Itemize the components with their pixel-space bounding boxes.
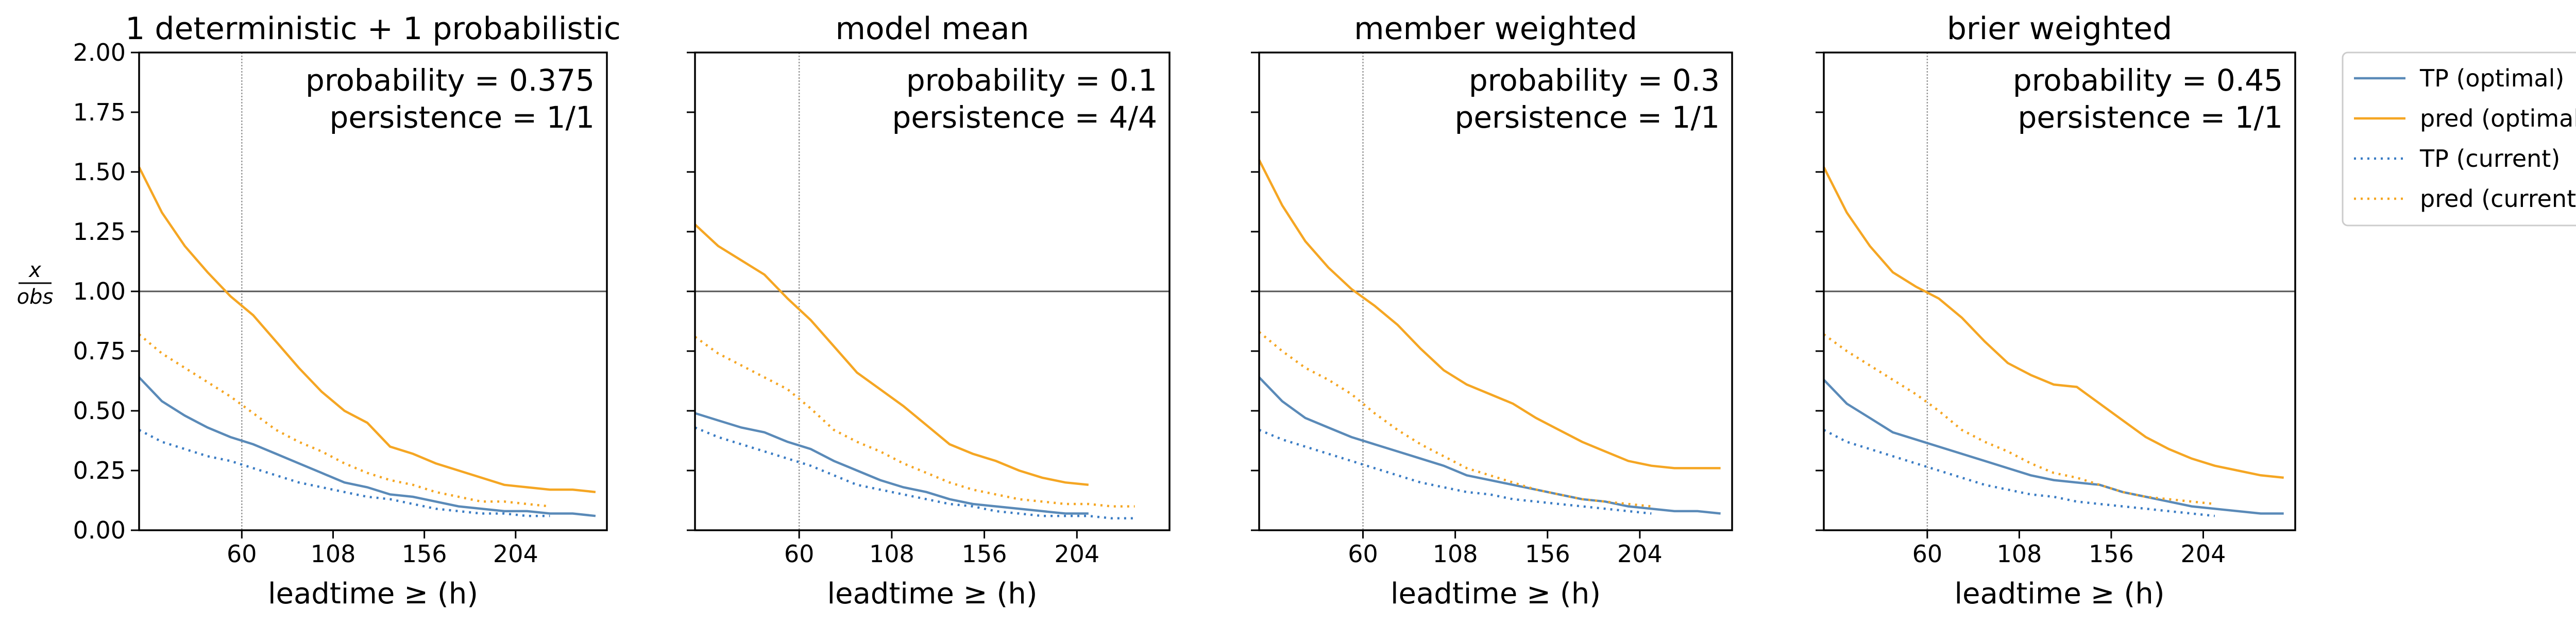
y-tick-label: 1.25: [73, 218, 126, 246]
x-axis-label: leadtime ≥ (h): [268, 577, 478, 611]
series-line: [1258, 376, 1721, 515]
x-tick-label: 108: [311, 540, 356, 568]
x-tick-label: 156: [2089, 540, 2134, 568]
annotation: probability = 0.375: [306, 63, 595, 98]
chart-title: model mean: [835, 11, 1029, 47]
y-tick-label: 0.50: [73, 397, 126, 425]
annotation: persistence = 1/1: [330, 100, 595, 135]
y-tick-label: 2.00: [73, 39, 126, 66]
x-tick-label: 204: [493, 540, 538, 568]
annotation: persistence = 4/4: [892, 100, 1157, 135]
x-tick-label: 156: [1525, 540, 1570, 568]
x-tick-label: 60: [1348, 540, 1378, 568]
chart-title: brier weighted: [1947, 11, 2172, 47]
y-tick-label: 0.75: [73, 337, 126, 365]
x-tick-label: 60: [784, 540, 815, 568]
x-tick-label: 108: [1996, 540, 2042, 568]
series-line: [138, 166, 596, 494]
series-line: [1823, 379, 2284, 515]
x-axis-label: leadtime ≥ (h): [1954, 577, 2164, 611]
annotation: probability = 0.45: [2013, 63, 2283, 98]
annotation: persistence = 1/1: [1455, 100, 1720, 135]
x-tick-label: 108: [869, 540, 914, 568]
y-tick-label: 1.00: [73, 277, 126, 305]
chart-title: member weighted: [1354, 11, 1637, 47]
chart-title: 1 deterministic + 1 probabilistic: [125, 11, 621, 47]
y-tick-label: 1.50: [73, 158, 126, 186]
x-tick-label: 156: [962, 540, 1007, 568]
legend-label: TP (optimal): [2419, 64, 2564, 92]
x-tick-label: 60: [1912, 540, 1943, 568]
y-axis-label-denominator: obs: [17, 285, 54, 309]
annotation: probability = 0.3: [1469, 63, 1720, 98]
series-line: [694, 412, 1089, 515]
x-tick-label: 108: [1433, 540, 1478, 568]
x-axis-label: leadtime ≥ (h): [827, 577, 1037, 611]
legend-label: pred (optimal): [2420, 105, 2576, 132]
series-line: [694, 336, 1135, 508]
y-tick-label: 1.75: [73, 98, 126, 126]
series-line: [138, 376, 596, 517]
x-tick-label: 204: [2181, 540, 2226, 568]
series-line: [1822, 166, 2284, 479]
x-axis-label: leadtime ≥ (h): [1391, 577, 1601, 611]
series-line: [1823, 333, 2215, 506]
annotation: probability = 0.1: [906, 63, 1157, 98]
y-tick-label: 0.25: [73, 457, 126, 484]
series-line: [138, 429, 550, 517]
x-tick-label: 156: [402, 540, 447, 568]
x-tick-label: 204: [1617, 540, 1663, 568]
legend-label: pred (current): [2420, 185, 2576, 213]
x-tick-label: 60: [227, 540, 257, 568]
series-line: [1258, 159, 1721, 470]
series-line: [694, 223, 1089, 486]
legend-label: TP (current): [2419, 145, 2560, 172]
x-tick-label: 204: [1054, 540, 1099, 568]
series-line: [1258, 331, 1652, 508]
annotation: persistence = 1/1: [2018, 100, 2283, 135]
legend-box: [2342, 51, 2576, 227]
y-axis-label-numerator: x: [28, 258, 41, 282]
y-tick-label: 0.00: [73, 516, 126, 544]
